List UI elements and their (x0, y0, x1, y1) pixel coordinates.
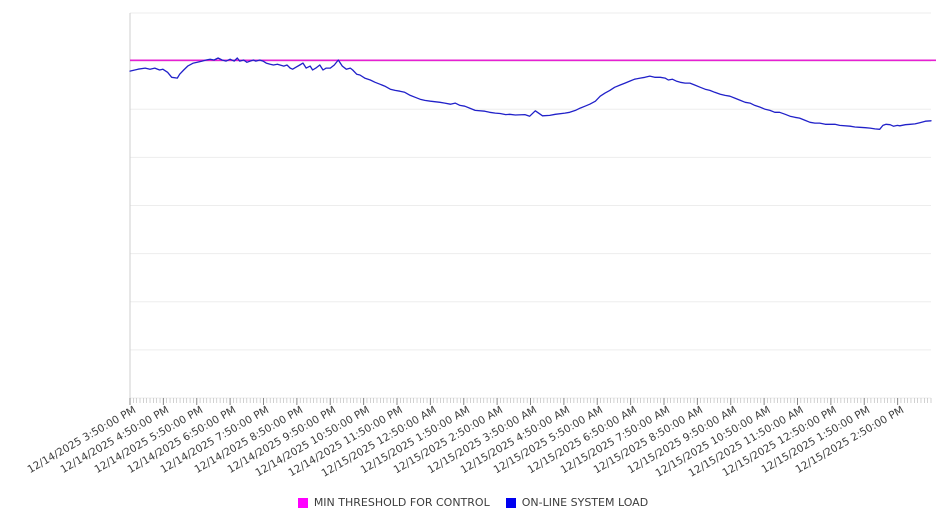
legend-item-online-system-load[interactable]: ON-LINE SYSTEM LOAD (505, 496, 649, 509)
legend-label-online-system-load: ON-LINE SYSTEM LOAD (521, 496, 649, 509)
legend-item-min-threshold[interactable]: MIN THRESHOLD FOR CONTROL (297, 496, 490, 509)
legend-swatch-blue-icon (505, 497, 516, 508)
legend-swatch-magenta-icon (297, 497, 308, 508)
online-system-load-line (129, 57, 932, 130)
legend: MIN THRESHOLD FOR CONTROL ON-LINE SYSTEM… (0, 496, 946, 509)
legend-label-min-threshold: MIN THRESHOLD FOR CONTROL (313, 496, 490, 509)
